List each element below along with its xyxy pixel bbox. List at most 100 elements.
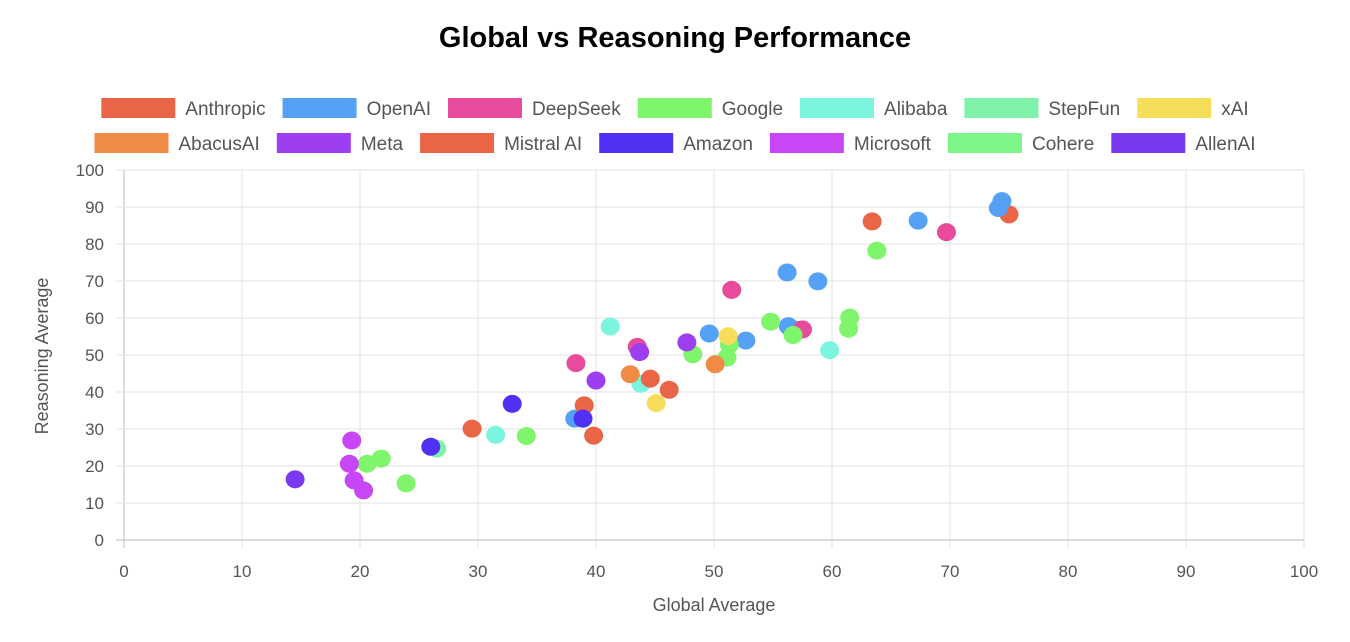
scatter-point[interactable] [354,481,374,500]
scatter-point[interactable] [699,324,719,343]
legend-item[interactable]: Google [637,98,783,120]
y-tick-label: 10 [85,494,104,513]
chart-title: Global vs Reasoning Performance [439,22,911,54]
scatter-point[interactable] [908,211,928,230]
scatter-point[interactable] [396,474,416,493]
scatter-point[interactable] [862,212,882,231]
scatter-point[interactable] [936,223,956,242]
scatter-point[interactable] [620,365,640,384]
legend-label: StepFun [1048,99,1120,120]
scatter-point[interactable] [285,470,305,489]
x-tick-label: 90 [1177,562,1196,581]
scatter-point[interactable] [584,426,604,445]
x-tick-label: 20 [351,562,370,581]
scatter-point[interactable] [783,326,803,345]
legend-label: xAI [1221,99,1248,120]
scatter-point[interactable] [566,354,586,373]
scatter-point[interactable] [630,343,650,362]
x-tick-label: 0 [119,562,128,581]
legend-item[interactable]: Amazon [599,133,753,155]
data-points [285,192,1019,500]
legend-item[interactable]: StepFun [964,98,1120,120]
x-tick-label: 60 [823,562,842,581]
legend-item[interactable]: Anthropic [101,98,266,120]
scatter-point[interactable] [486,425,506,444]
legend-swatch [1111,133,1186,153]
y-tick-label: 40 [85,383,104,402]
scatter-point[interactable] [808,272,828,291]
legend-item[interactable]: Meta [276,133,404,155]
legend: Anthropic OpenAI DeepSeek Google Alibaba Step… [94,98,1256,155]
scatter-point[interactable] [677,333,697,352]
scatter-point[interactable] [705,355,725,374]
legend-swatch [599,133,674,153]
x-tick-label: 100 [1290,562,1318,581]
scatter-point[interactable] [777,263,797,282]
x-tick-label: 30 [469,562,488,581]
legend-label: Anthropic [185,99,265,120]
scatter-point[interactable] [421,437,441,456]
y-tick-label: 90 [85,198,104,217]
scatter-point[interactable] [502,394,522,413]
scatter-point[interactable] [586,371,606,390]
legend-swatch [947,133,1022,153]
y-axis-title: Reasoning Average [32,278,52,435]
x-tick-label: 10 [233,562,252,581]
scatter-point[interactable] [339,454,359,473]
legend-swatch [448,98,523,118]
y-tick-label: 50 [85,346,104,365]
legend-label: OpenAI [367,99,431,120]
scatter-point[interactable] [516,427,536,446]
x-tick-label: 70 [941,562,960,581]
scatter-point[interactable] [640,369,660,388]
legend-item[interactable]: Mistral AI [420,133,582,155]
y-tick-label: 80 [85,235,104,254]
y-axis: 0 10 20 30 40 50 60 70 80 90 100 [76,161,104,550]
scatter-point[interactable] [600,317,620,336]
grid [116,169,1305,548]
legend-swatch [420,133,495,153]
legend-item[interactable]: Cohere [947,133,1094,155]
y-tick-label: 60 [85,309,104,328]
legend-item[interactable]: AbacusAI [94,133,260,155]
legend-item[interactable]: AllenAI [1111,133,1256,155]
legend-item[interactable]: Microsoft [769,133,932,155]
legend-swatch [101,98,176,118]
legend-label: Cohere [1032,134,1094,155]
scatter-point[interactable] [722,280,742,299]
legend-swatch [94,133,169,153]
legend-label: Google [722,99,783,120]
scatter-point[interactable] [573,409,593,428]
legend-swatch [769,133,844,153]
legend-swatch [276,133,351,153]
scatter-point[interactable] [659,380,679,399]
scatter-point[interactable] [342,431,362,450]
legend-label: Alibaba [884,99,948,120]
scatter-point[interactable] [646,394,666,413]
legend-item[interactable]: DeepSeek [448,98,621,120]
x-tick-label: 80 [1059,562,1078,581]
legend-label: AbacusAI [178,134,259,155]
scatter-point[interactable] [718,327,738,346]
scatter-point[interactable] [371,449,391,468]
legend-item[interactable]: OpenAI [282,98,431,120]
legend-swatch [637,98,712,118]
scatter-point[interactable] [462,419,482,438]
x-axis: 0 10 20 30 40 50 60 70 80 90 100 [119,562,1318,581]
legend-label: Meta [361,134,404,155]
scatter-point[interactable] [574,396,594,415]
x-axis-title: Global Average [653,595,776,615]
scatter-point[interactable] [839,319,859,338]
legend-item[interactable]: Alibaba [800,98,948,120]
scatter-point[interactable] [820,341,840,360]
scatter-point[interactable] [988,199,1008,218]
scatter-point[interactable] [761,312,781,331]
scatter-point[interactable] [736,331,756,350]
legend-label: Mistral AI [504,134,582,155]
scatter-point[interactable] [867,241,887,260]
legend-swatch [1137,98,1212,118]
x-tick-label: 40 [587,562,606,581]
legend-item[interactable]: xAI [1137,98,1249,120]
